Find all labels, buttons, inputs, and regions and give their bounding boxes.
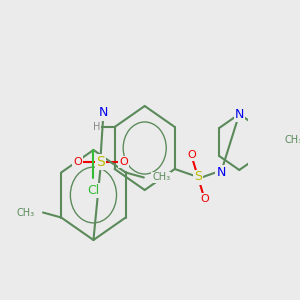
Text: N: N [216, 166, 226, 178]
Text: CH₃: CH₃ [152, 172, 170, 182]
Text: H: H [93, 122, 100, 132]
Text: O: O [200, 194, 209, 204]
Text: O: O [119, 157, 128, 167]
Text: O: O [73, 157, 82, 167]
Text: N: N [235, 107, 244, 121]
Text: CH₃: CH₃ [16, 208, 35, 218]
Text: CH₃: CH₃ [284, 135, 300, 145]
Text: O: O [187, 150, 196, 160]
Text: N: N [98, 106, 108, 119]
Text: Cl: Cl [87, 184, 100, 196]
Text: S: S [194, 170, 202, 184]
Text: S: S [96, 155, 105, 169]
